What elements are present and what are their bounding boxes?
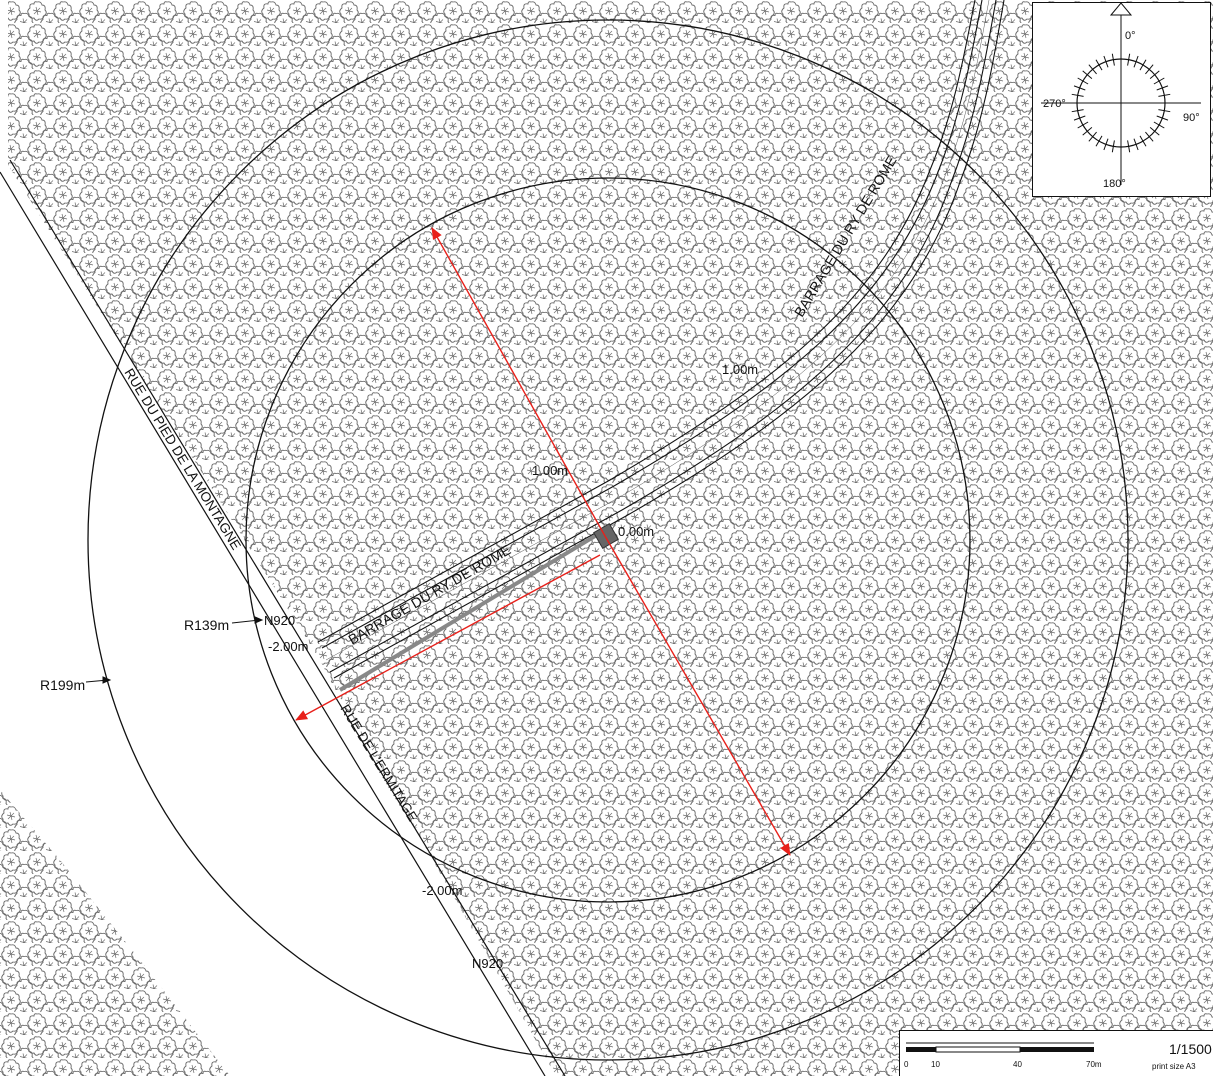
compass-tick bbox=[1071, 109, 1084, 113]
compass-west-label: 270° bbox=[1043, 98, 1066, 110]
compass-south-label: 180° bbox=[1103, 178, 1126, 190]
label-n920-b: N920 bbox=[472, 956, 503, 971]
compass-tick bbox=[1158, 109, 1171, 113]
radius-arrows bbox=[295, 227, 791, 856]
compass-tick bbox=[1139, 59, 1147, 71]
compass-tick bbox=[1127, 53, 1131, 66]
elevation-label-zero: 0.00m bbox=[618, 524, 654, 539]
scale-bar bbox=[906, 1042, 1094, 1053]
compass-tick bbox=[1145, 131, 1154, 142]
compass-tick bbox=[1071, 93, 1084, 97]
compass-tick bbox=[1127, 140, 1131, 153]
scale-tick-70: 70m bbox=[1086, 1060, 1102, 1069]
compass-tick bbox=[1133, 55, 1139, 68]
compass-tick bbox=[1082, 70, 1093, 79]
compass-tick bbox=[1073, 115, 1086, 121]
compass-tick bbox=[1156, 85, 1169, 91]
elevation-label-minus-two-bottom: -2.00m bbox=[422, 883, 462, 898]
label-n920-a: N920 bbox=[264, 613, 295, 628]
compass-tick bbox=[1095, 135, 1103, 147]
scale-print-size: print size A3 bbox=[1152, 1062, 1196, 1071]
forest-area-west bbox=[0, 790, 230, 1076]
compass-tick bbox=[1158, 93, 1171, 97]
compass-tick bbox=[1077, 121, 1089, 129]
dam-structure bbox=[338, 523, 619, 692]
compass-north-label: 0° bbox=[1125, 30, 1136, 42]
compass-tick bbox=[1103, 55, 1109, 68]
compass-tick bbox=[1103, 138, 1109, 151]
compass-tick bbox=[1139, 135, 1147, 147]
road-barrage-du-ry-de-rome bbox=[317, 0, 1005, 679]
scale-ratio: 1/1500 bbox=[1169, 1041, 1212, 1057]
compass-tick bbox=[1088, 131, 1097, 142]
radius-circle-inner bbox=[245, 177, 971, 903]
radius-circle-outer bbox=[87, 19, 1129, 1061]
compass-rose-icon: 0° 90° 180° 270° bbox=[1041, 2, 1201, 190]
scale-tick-0: 0 bbox=[904, 1060, 909, 1069]
compass-tick bbox=[1149, 127, 1160, 136]
compass-panel: 0° 90° 180° 270° bbox=[1032, 2, 1211, 197]
compass-tick bbox=[1153, 77, 1165, 85]
elevation-label-center: 1.00m bbox=[532, 463, 568, 478]
elevation-label-upper: 1.00m bbox=[722, 362, 758, 377]
compass-tick bbox=[1149, 70, 1160, 79]
compass-tick bbox=[1073, 85, 1086, 91]
compass-tick bbox=[1156, 115, 1169, 121]
compass-tick bbox=[1111, 140, 1115, 153]
scale-tick-40: 40 bbox=[1013, 1060, 1022, 1069]
scale-bar-panel: 0 10 40 70m 1/1500 print size A3 bbox=[899, 1030, 1213, 1076]
compass-tick bbox=[1077, 77, 1089, 85]
compass-tick bbox=[1133, 138, 1139, 151]
compass-tick bbox=[1095, 59, 1103, 71]
radius-callouts bbox=[85, 616, 264, 684]
compass-tick bbox=[1088, 64, 1097, 75]
compass-tick bbox=[1145, 64, 1154, 75]
elevation-label-minus-two-left: -2.00m bbox=[268, 639, 308, 654]
scale-tick-10: 10 bbox=[931, 1060, 940, 1069]
road-n920 bbox=[0, 159, 566, 1076]
radius-label-outer: R199m bbox=[40, 677, 85, 693]
radius-label-inner: R139m bbox=[184, 617, 229, 633]
compass-tick bbox=[1082, 127, 1093, 136]
compass-east-label: 90° bbox=[1183, 112, 1200, 124]
compass-tick bbox=[1111, 53, 1115, 66]
compass-tick bbox=[1153, 121, 1165, 129]
